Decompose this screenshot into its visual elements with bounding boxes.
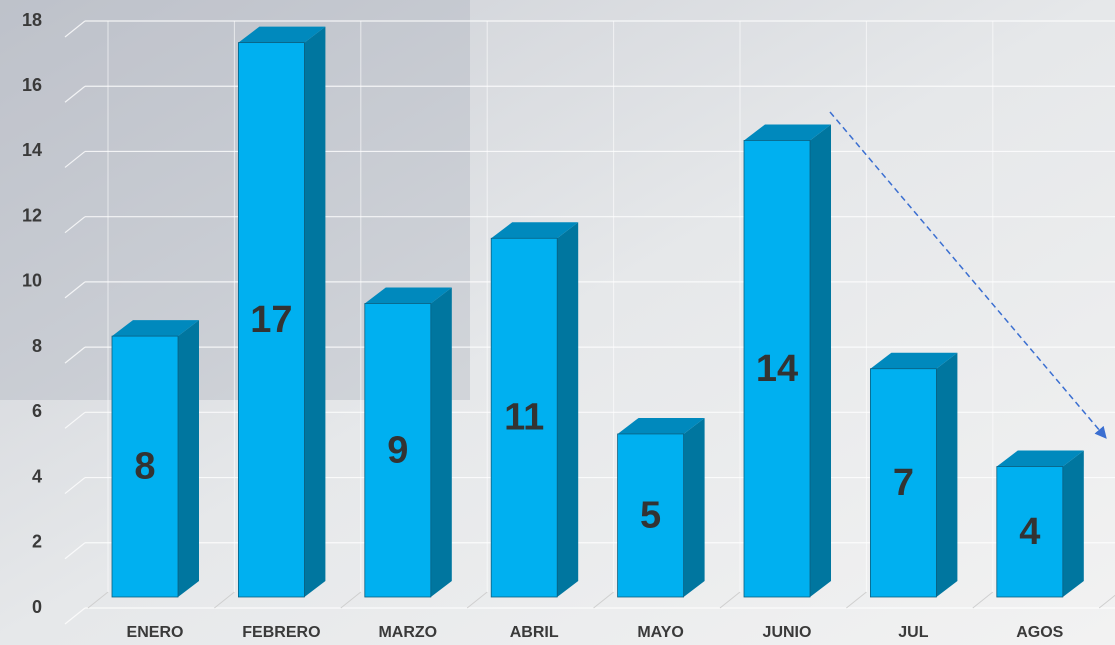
bar-side [683, 417, 705, 597]
bar [617, 433, 684, 598]
y-tick-label: 16 [22, 75, 42, 95]
y-tick-label: 12 [22, 205, 42, 225]
bar [490, 237, 558, 598]
y-tick-label: 14 [22, 140, 42, 160]
bar [364, 303, 432, 598]
bar-top [491, 222, 579, 239]
bar [237, 42, 305, 598]
y-tick-label: 4 [32, 466, 42, 486]
bar-side [304, 26, 326, 598]
floor-line [340, 591, 362, 609]
bar-side [810, 124, 831, 597]
floor-line [214, 591, 235, 609]
grid-line-side [64, 477, 86, 495]
grid-line-side [64, 346, 86, 364]
grid-line-side [64, 281, 86, 299]
bar [111, 335, 179, 598]
bar-side [936, 352, 958, 597]
floor-line [846, 591, 867, 609]
grid-line-side [64, 216, 86, 234]
bar-top [112, 320, 199, 337]
y-tick-label: 2 [32, 532, 42, 552]
data-label: 5 [640, 495, 661, 537]
data-label: 4 [1019, 511, 1040, 553]
y-tick-label: 8 [32, 336, 42, 356]
trend-arrow [829, 111, 1107, 439]
data-label: 11 [504, 397, 544, 439]
floor-line [1098, 594, 1115, 609]
data-label: 14 [756, 348, 798, 390]
x-tick-label: JUNIO [763, 624, 812, 641]
bar [870, 368, 937, 598]
x-tick-label: AGOS [1016, 624, 1063, 641]
bar-side [1062, 450, 1084, 597]
bar-top [744, 124, 831, 141]
floor-line [972, 591, 994, 609]
bar-top [238, 26, 326, 43]
grid-line-side [64, 542, 86, 560]
y-tick-label: 18 [22, 10, 42, 30]
floor-line [466, 591, 488, 609]
grid-line-side [64, 411, 86, 429]
x-tick-label: ENERO [127, 624, 184, 641]
data-label: 9 [387, 429, 408, 471]
bars: ENERO 8 FEBRERO 17 MARZO 9 ABRIL 11 MAYO 5 JUNIO 14… [111, 26, 1084, 641]
floor-line [719, 591, 741, 609]
x-tick-label: FEBRERO [242, 624, 320, 641]
bar-top [617, 417, 705, 434]
y-tick-label: 6 [32, 401, 42, 421]
bar-top [364, 287, 452, 304]
bar-side [430, 287, 452, 597]
grid-line-side [64, 607, 86, 625]
bar-side [557, 222, 579, 597]
bar [996, 466, 1064, 598]
x-tick-label: MAYO [637, 624, 684, 641]
bar-top [996, 450, 1084, 467]
data-label: 7 [893, 462, 914, 504]
y-tick-label: 0 [32, 597, 42, 617]
grid-line-side [64, 85, 86, 103]
floor-line [87, 591, 109, 609]
grid-line-side [64, 150, 86, 168]
x-tick-label: MARZO [378, 624, 437, 641]
bar-top [870, 352, 958, 369]
floor-line [593, 591, 614, 609]
grid-line-side [64, 20, 86, 38]
data-label: 8 [134, 446, 155, 488]
x-tick-label: ABRIL [510, 624, 559, 641]
data-label: 17 [250, 299, 292, 341]
x-tick-label: JUL [898, 624, 928, 641]
y-tick-label: 10 [22, 271, 42, 291]
bar [743, 140, 811, 598]
bar-side [178, 320, 199, 597]
